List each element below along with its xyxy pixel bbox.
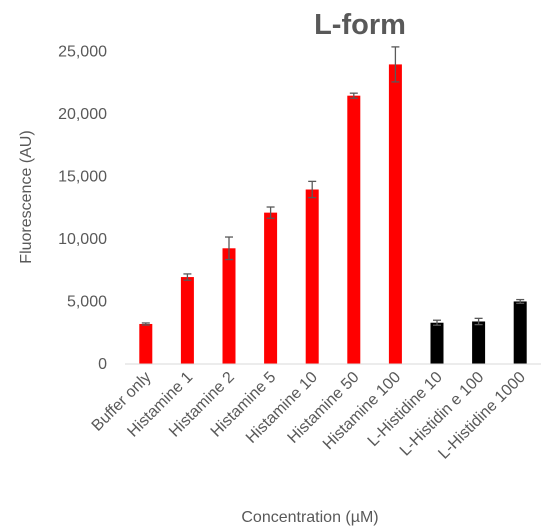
bar xyxy=(430,322,444,364)
error-bar xyxy=(433,319,441,326)
bar xyxy=(180,277,194,364)
error-bars xyxy=(141,46,525,326)
bars xyxy=(139,64,527,365)
error-bar xyxy=(308,180,317,199)
y-tick-label: 20,000 xyxy=(58,106,107,123)
y-axis-title: Fluorescence (AU) xyxy=(18,130,35,263)
chart-title: L-form xyxy=(314,9,406,41)
bar xyxy=(305,189,319,364)
bar xyxy=(347,95,361,365)
bar xyxy=(513,301,527,364)
error-bar xyxy=(349,92,358,99)
error-bar xyxy=(474,317,483,326)
bar xyxy=(264,212,278,364)
y-tick-label: 10,000 xyxy=(58,231,107,248)
y-tick-label: 5,000 xyxy=(67,293,107,310)
y-axis: 0 5,000 10,000 15,000 20,000 25,000 xyxy=(58,43,107,373)
error-bar xyxy=(225,236,233,261)
y-tick-label: 25,000 xyxy=(58,43,107,60)
error-bar xyxy=(266,206,275,219)
error-bar xyxy=(391,46,400,83)
bar xyxy=(472,321,486,364)
error-bar xyxy=(516,298,525,304)
x-axis-title: Concentration (µM) xyxy=(241,509,378,526)
error-bar xyxy=(141,322,150,326)
error-bar xyxy=(183,273,192,281)
bar xyxy=(222,248,236,364)
y-tick-label: 15,000 xyxy=(58,168,107,185)
bar xyxy=(139,323,153,364)
bar xyxy=(388,64,402,364)
y-tick-label: 0 xyxy=(98,356,107,373)
